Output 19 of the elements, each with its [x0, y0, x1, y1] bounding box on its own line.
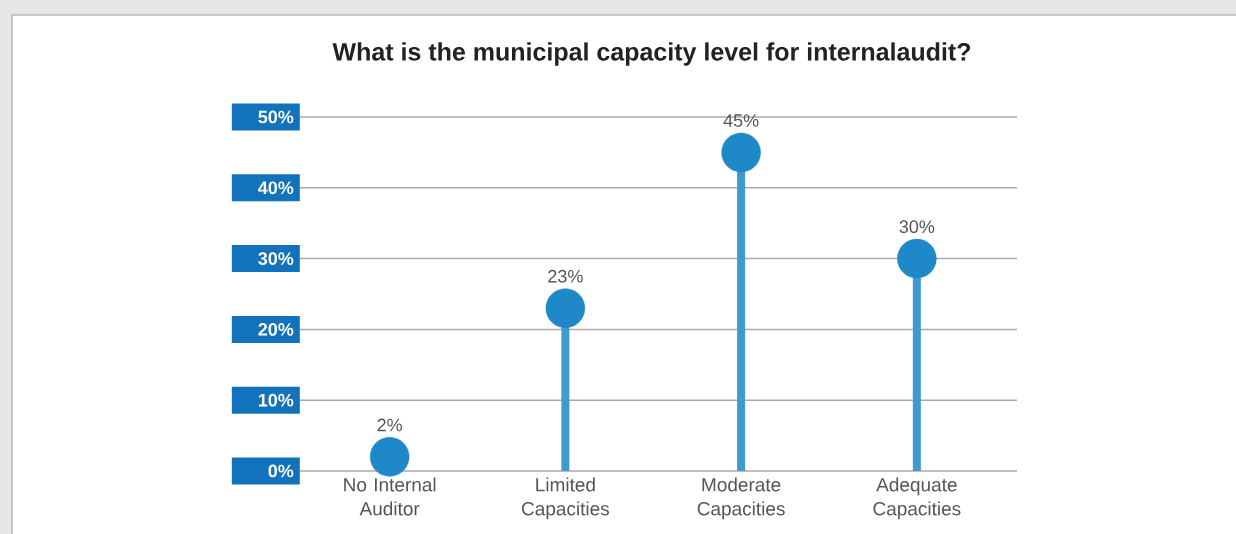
chart-title: What is the municipal capacity level for internalaudit? — [332, 42, 971, 66]
point — [897, 238, 937, 279]
data-label: 2% — [377, 418, 402, 432]
point — [545, 288, 586, 328]
data-label: 30% — [899, 220, 935, 234]
y-tick-label: 10% — [258, 393, 294, 407]
point — [369, 437, 410, 477]
data-label: 45% — [723, 114, 759, 127]
x-tick-label: No Internal Auditor — [344, 477, 436, 516]
y-tick-label: 40% — [258, 181, 294, 195]
x-tick-label: Limited Capacities — [521, 477, 610, 520]
y-tick-label: 30% — [258, 252, 294, 265]
y-tick-label: 0% — [268, 464, 294, 478]
y-tick-label: 50% — [258, 110, 294, 124]
point — [721, 132, 761, 173]
x-tick-label: Moderate Capacities — [697, 477, 785, 520]
x-tick-label: Adequate Capacities — [873, 477, 961, 520]
data-label: 23% — [548, 269, 583, 283]
y-tick-label: 20% — [258, 323, 294, 336]
